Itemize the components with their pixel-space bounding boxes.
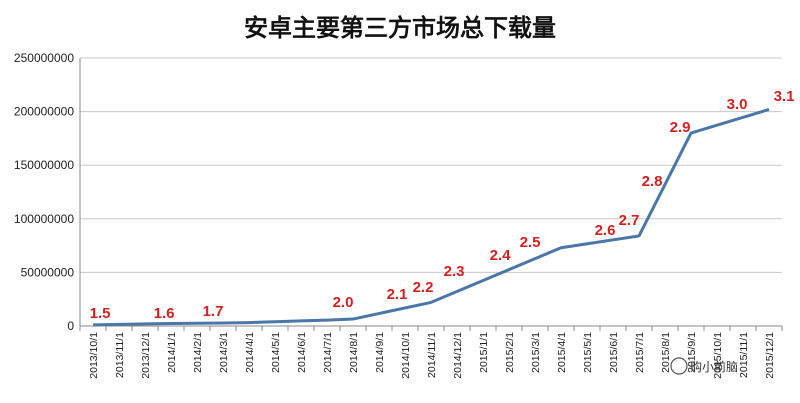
x-tick-label: 2015/7/1 <box>634 332 646 373</box>
x-tick-label: 2014/1/1 <box>166 332 178 373</box>
y-tick-label: 50000000 <box>21 265 75 279</box>
data-label: 1.7 <box>203 303 224 320</box>
series-line-group <box>92 108 770 327</box>
x-tick-label: 2014/10/1 <box>400 332 412 379</box>
x-axis: 2013/10/1 2013/11/1 2013/12/1 2014/1/1 2014/… <box>79 325 783 379</box>
x-tick-label: 2014/7/1 <box>322 332 334 373</box>
x-tick-label: 2015/8/1 <box>660 332 672 373</box>
x-tick-label: 2015/3/1 <box>530 332 542 373</box>
series-line <box>92 108 770 327</box>
grid-lines <box>80 57 782 273</box>
chart-title: 安卓主要第三方市场总下载量 <box>244 13 556 42</box>
y-tick-label: 250000000 <box>14 51 74 65</box>
x-tick-label: 2013/12/1 <box>140 332 152 379</box>
y-tick-label: 0 <box>67 319 74 333</box>
data-label: 2.2 <box>413 279 434 296</box>
x-tick-label: 2014/3/1 <box>218 332 230 373</box>
x-tick-label: 2014/4/1 <box>244 332 256 373</box>
data-label: 2.4 <box>490 247 512 264</box>
watermark: 购小前脑 <box>670 357 738 375</box>
x-tick-label: 2013/10/1 <box>88 332 100 379</box>
data-label: 2.5 <box>520 234 541 251</box>
x-tick-label: 2015/4/1 <box>556 332 568 373</box>
data-label: 2.9 <box>670 119 691 136</box>
x-tick-label: 2015/2/1 <box>504 332 516 373</box>
y-tick-label: 200000000 <box>14 105 74 119</box>
x-tick-label: 2015/5/1 <box>582 332 594 373</box>
data-label: 1.6 <box>154 305 175 322</box>
data-label: 2.7 <box>619 212 640 229</box>
x-tick-label: 2014/9/1 <box>374 332 386 373</box>
x-tick-label: 2015/6/1 <box>608 332 620 373</box>
x-tick-label: 2015/9/1 <box>686 332 698 373</box>
x-tick-label: 2014/8/1 <box>348 332 360 373</box>
wechat-icon <box>670 357 688 375</box>
data-label: 2.6 <box>595 222 616 239</box>
y-tick-label: 100000000 <box>14 212 74 226</box>
x-tick-label: 2015/10/1 <box>712 332 724 379</box>
y-axis: 0 50000000 100000000 150000000 200000000 2500… <box>14 51 81 333</box>
x-tick-label: 2015/1/1 <box>478 332 490 373</box>
x-tick-label: 2015/11/1 <box>738 332 750 378</box>
x-tick-label: 2014/2/1 <box>192 332 204 373</box>
data-labels: 1.5 1.6 1.7 2.0 2.1 2.2 2.3 2.4 2.5 2.62.7 2.8 2.9 3… <box>90 88 795 322</box>
data-label: 2.3 <box>444 263 465 280</box>
x-tick-label: 2014/5/1 <box>270 332 282 373</box>
x-tick-label: 2015/12/1 <box>764 332 776 379</box>
x-tick-label: 2014/12/1 <box>452 332 464 379</box>
x-tick-label: 2013/11/1 <box>114 332 126 378</box>
data-label: 2.1 <box>387 286 408 303</box>
watermark-text: 购小前脑 <box>690 359 738 374</box>
x-tick-label: 2014/11/1 <box>426 332 438 378</box>
data-label: 3.0 <box>727 96 748 113</box>
data-label: 1.5 <box>90 305 111 322</box>
y-tick-label: 150000000 <box>14 158 74 172</box>
x-tick-label: 2014/6/1 <box>296 332 308 373</box>
data-label: 2.0 <box>333 294 354 311</box>
data-label: 3.1 <box>774 88 795 105</box>
data-label: 2.8 <box>642 173 663 190</box>
